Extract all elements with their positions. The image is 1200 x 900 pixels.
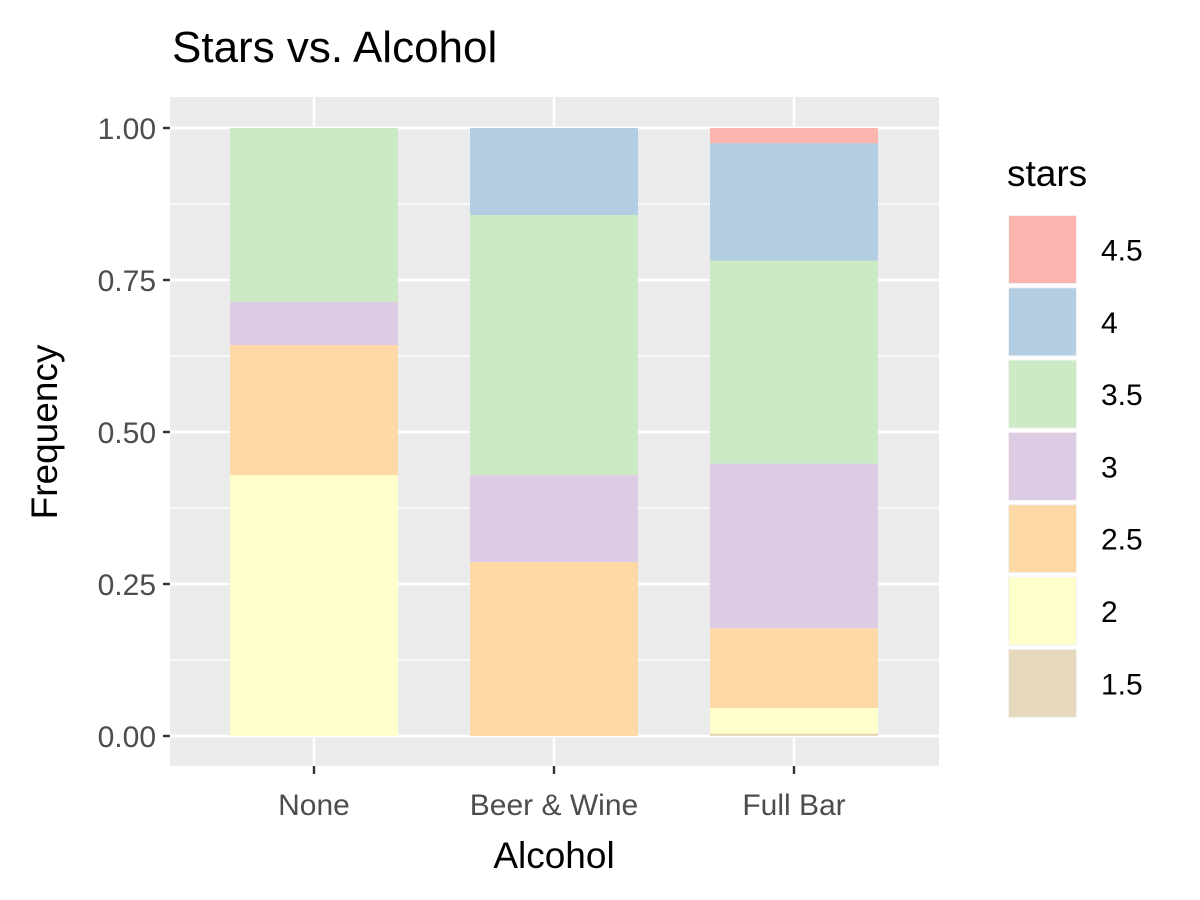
bar-segment: [470, 475, 638, 563]
bar-segment: [710, 260, 878, 464]
bar-segment: [710, 143, 878, 261]
legend-label: 1.5: [1101, 668, 1143, 701]
bar-segment: [470, 214, 638, 476]
y-axis: 0.00 0.25 0.50 0.75 1.00: [98, 113, 170, 754]
legend-key: [1009, 505, 1076, 573]
y-tick-label: 0.25: [98, 569, 156, 602]
legend-key: [1009, 216, 1076, 283]
legend-key: [1009, 288, 1076, 356]
bar-segment: [710, 463, 878, 629]
bar-segment: [230, 128, 398, 302]
bar-segment: [710, 708, 878, 734]
legend-label: 3.5: [1101, 379, 1143, 412]
legend-key: [1009, 577, 1076, 645]
bar-segment: [710, 628, 878, 709]
chart-title: Stars vs. Alcohol: [172, 23, 497, 72]
legend-label: 2: [1101, 596, 1118, 629]
legend-title: stars: [1007, 153, 1087, 194]
legend-label: 4.5: [1101, 235, 1143, 268]
x-axis-title: Alcohol: [493, 835, 614, 876]
bar-segment: [230, 475, 398, 736]
bar-segment: [710, 733, 878, 736]
bar-segment: [470, 562, 638, 736]
legend-label: 2.5: [1101, 524, 1143, 557]
legend-key: [1009, 649, 1076, 717]
bar-segment: [230, 345, 398, 476]
x-tick-label: Beer & Wine: [470, 789, 638, 822]
x-tick-label: None: [278, 789, 350, 822]
bar-stacks: [230, 128, 878, 736]
y-axis-title: Frequency: [24, 344, 65, 519]
x-axis: None Beer & Wine Full Bar: [278, 766, 846, 822]
bar-segment: [710, 128, 878, 144]
y-tick-label: 0.50: [98, 417, 156, 450]
legend-label: 3: [1101, 451, 1118, 484]
bar-segment: [230, 301, 398, 346]
y-tick-label: 0.00: [98, 721, 156, 754]
bar-segment: [470, 128, 638, 215]
legend-key: [1009, 360, 1076, 428]
x-tick-label: Full Bar: [742, 789, 845, 822]
legend: 4.5 4 3.5 3 2.5 2 1.5: [1008, 215, 1143, 718]
legend-label: 4: [1101, 307, 1118, 340]
y-tick-label: 0.75: [98, 265, 156, 298]
legend-key: [1009, 432, 1076, 500]
y-tick-label: 1.00: [98, 113, 156, 146]
